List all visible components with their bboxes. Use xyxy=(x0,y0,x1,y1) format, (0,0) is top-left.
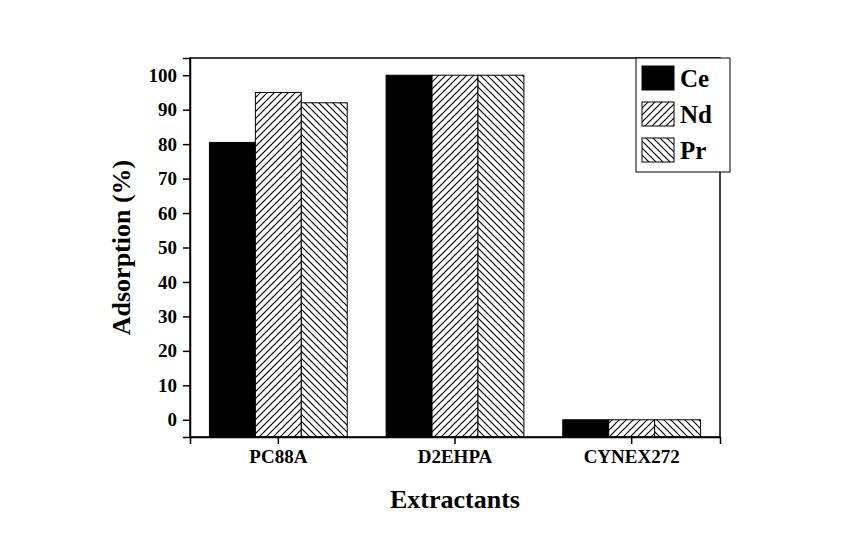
bar xyxy=(655,420,701,437)
x-axis-line xyxy=(191,438,721,445)
y-tick-mark xyxy=(183,351,190,353)
y-tick-mark xyxy=(183,316,190,318)
y-tick: 60 xyxy=(158,203,190,224)
y-tick-mark xyxy=(183,213,190,215)
bar xyxy=(563,420,609,437)
y-tick: 90 xyxy=(158,99,190,120)
bar xyxy=(301,103,347,437)
x-axis-title: Extractants xyxy=(390,485,520,514)
y-tick: 50 xyxy=(158,237,190,258)
x-axis: PC88A D2EHPA CYNEX272 xyxy=(191,437,721,467)
y-tick-mark xyxy=(183,385,190,387)
y-tick-mark xyxy=(183,75,190,77)
y-tick-label: 50 xyxy=(158,237,177,258)
y-tick-label: 30 xyxy=(158,306,177,327)
y-axis: 0 10 20 30 40 50 60 70 80 90 100 xyxy=(149,59,191,438)
bar xyxy=(209,142,255,437)
chart: 0 10 20 30 40 50 60 70 80 90 100 PC88A D2EHPA CYNEX27… xyxy=(0,0,851,540)
y-axis-title: Adsorption (%) xyxy=(107,160,136,336)
bar xyxy=(478,75,524,437)
legend-swatch xyxy=(642,66,674,90)
bars xyxy=(209,75,700,437)
x-tick: PC88A xyxy=(249,437,307,467)
y-tick-label: 100 xyxy=(149,65,178,86)
legend-label: Ce xyxy=(680,65,709,92)
x-tick: D2EHPA xyxy=(418,437,493,467)
x-tick-label: PC88A xyxy=(249,446,307,467)
y-tick: 0 xyxy=(168,409,191,430)
y-tick: 70 xyxy=(158,168,190,189)
y-tick: 40 xyxy=(158,272,190,293)
legend-swatch xyxy=(642,138,674,162)
y-axis-line xyxy=(183,59,191,438)
legend-label: Pr xyxy=(680,137,706,164)
y-tick-label: 70 xyxy=(158,168,177,189)
y-tick-label: 40 xyxy=(158,272,177,293)
y-tick-label: 10 xyxy=(158,375,177,396)
y-tick: 20 xyxy=(158,340,190,361)
y-tick-mark xyxy=(183,247,190,249)
x-tick-mark xyxy=(631,437,633,444)
x-tick-label: CYNEX272 xyxy=(584,446,680,467)
y-tick-label: 80 xyxy=(158,134,177,155)
legend-label: Nd xyxy=(680,101,712,128)
y-tick-mark xyxy=(183,178,190,180)
y-tick-mark xyxy=(183,109,190,111)
y-tick-mark xyxy=(183,420,190,422)
y-tick-label: 20 xyxy=(158,340,177,361)
y-tick-label: 90 xyxy=(158,99,177,120)
legend-swatch xyxy=(642,102,674,126)
bar xyxy=(609,420,655,437)
legend-box xyxy=(636,58,730,172)
y-tick-mark xyxy=(183,282,190,284)
bar xyxy=(432,75,478,437)
x-tick: CYNEX272 xyxy=(584,437,680,467)
bar xyxy=(386,75,432,437)
x-tick-mark xyxy=(454,437,456,444)
y-tick-label: 60 xyxy=(158,203,177,224)
x-tick-mark xyxy=(278,437,280,444)
bar xyxy=(255,92,301,437)
y-tick: 100 xyxy=(149,65,191,86)
y-tick: 80 xyxy=(158,134,190,155)
y-tick-mark xyxy=(183,144,190,146)
y-tick: 30 xyxy=(158,306,190,327)
y-tick: 10 xyxy=(158,375,190,396)
plot: 0 10 20 30 40 50 60 70 80 90 100 PC88A D2EHPA CYNEX27… xyxy=(149,58,721,467)
legend: Ce Nd Pr xyxy=(636,58,730,172)
x-tick-label: D2EHPA xyxy=(418,446,493,467)
y-tick-label: 0 xyxy=(168,409,178,430)
